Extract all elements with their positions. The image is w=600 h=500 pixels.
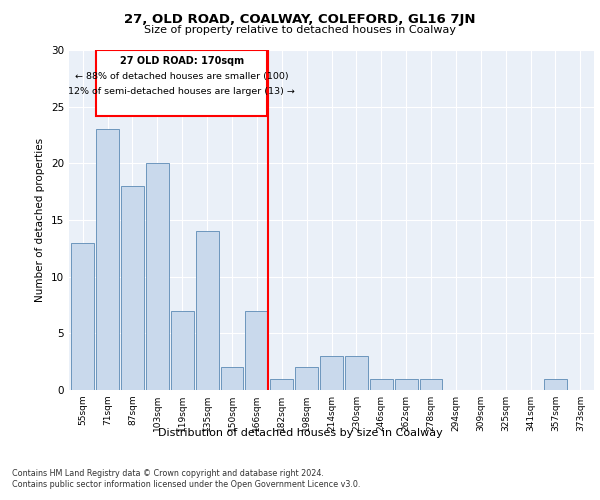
Text: 27, OLD ROAD, COALWAY, COLEFORD, GL16 7JN: 27, OLD ROAD, COALWAY, COLEFORD, GL16 7J… (124, 12, 476, 26)
Bar (320, 356, 343, 390)
Bar (270, 378, 293, 390)
Bar (295, 368, 318, 390)
Bar (221, 368, 244, 390)
Bar (171, 310, 194, 390)
Bar (395, 378, 418, 390)
FancyBboxPatch shape (97, 50, 267, 116)
Text: Size of property relative to detached houses in Coalway: Size of property relative to detached ho… (144, 25, 456, 35)
Text: 12% of semi-detached houses are larger (13) →: 12% of semi-detached houses are larger (… (68, 88, 295, 96)
Text: 27 OLD ROAD: 170sqm: 27 OLD ROAD: 170sqm (119, 56, 244, 66)
Bar (121, 186, 144, 390)
Text: ← 88% of detached houses are smaller (100): ← 88% of detached houses are smaller (10… (75, 72, 289, 80)
Bar (370, 378, 393, 390)
Bar (196, 232, 218, 390)
Bar (419, 378, 442, 390)
Text: Contains HM Land Registry data © Crown copyright and database right 2024.: Contains HM Land Registry data © Crown c… (12, 469, 324, 478)
Bar (71, 242, 94, 390)
Text: Contains public sector information licensed under the Open Government Licence v3: Contains public sector information licen… (12, 480, 361, 489)
Y-axis label: Number of detached properties: Number of detached properties (35, 138, 46, 302)
Bar (96, 130, 119, 390)
Bar (345, 356, 368, 390)
Bar (146, 164, 169, 390)
Bar (544, 378, 567, 390)
Text: Distribution of detached houses by size in Coalway: Distribution of detached houses by size … (158, 428, 442, 438)
Bar (245, 310, 268, 390)
